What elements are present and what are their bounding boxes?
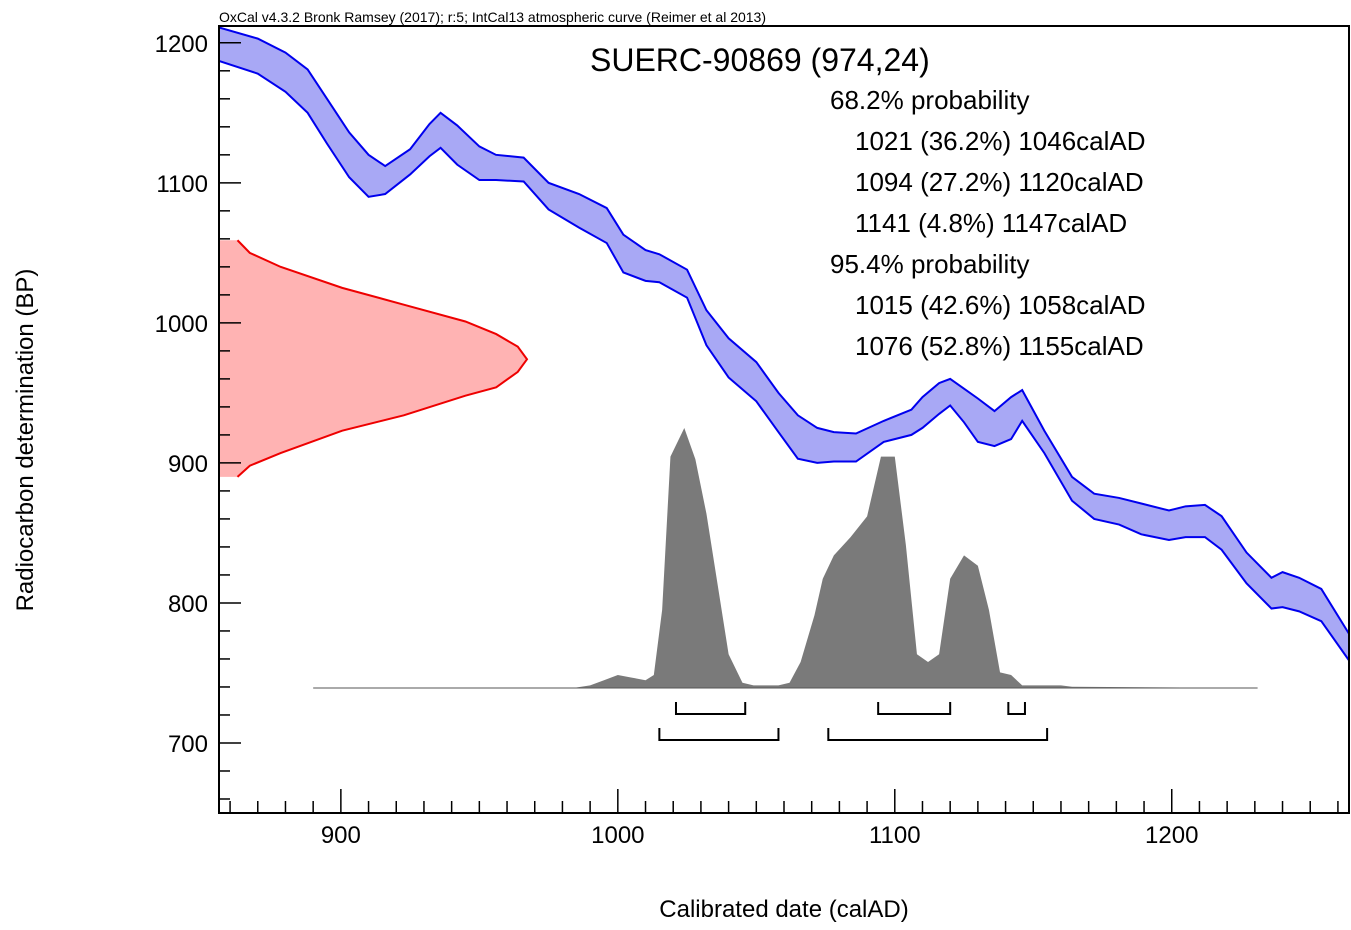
range-68-3: 1141 (4.8%) 1147calAD [855,208,1128,238]
calibration-curve-upper [219,26,1349,635]
calibrated-distribution [313,428,1258,688]
range-68-bracket-1 [674,702,747,715]
range-68-2: 1094 (27.2%) 1120calAD [855,167,1144,197]
range-95-2: 1076 (52.8%) 1155calAD [855,331,1144,361]
prob-68-label: 68.2% probability [830,85,1030,115]
y-axis-title-box: Radiocarbon determination (BP) [6,60,46,820]
calibration-curve-lower [219,60,1349,661]
y-axis-title: Radiocarbon determination (BP) [12,268,39,612]
prob-95-label: 95.4% probability [830,249,1030,279]
sample-title: SUERC-90869 (974,24) [590,42,930,78]
range-95-1: 1015 (42.6%) 1058calAD [855,290,1146,320]
range-68-1: 1021 (36.2%) 1046calAD [855,126,1146,156]
x-tick-label: 1200 [1145,822,1198,849]
y-tick-label: 1000 [155,311,208,338]
range-68-bracket-3 [1007,702,1026,715]
y-tick-label: 700 [168,731,208,758]
y-tick-label: 1200 [155,31,208,58]
x-tick-label: 900 [321,822,361,849]
y-tick-label: 900 [168,451,208,478]
y-tick-label: 1100 [156,171,208,198]
software-header: OxCal v4.3.2 Bronk Ramsey (2017); r:5; I… [219,9,767,25]
range-95-bracket-1 [658,728,780,741]
measurement-distribution-fill [219,240,527,477]
range-95-bracket-2 [827,728,1049,741]
range-68-bracket-2 [877,702,952,715]
x-tick-label: 1000 [591,822,644,849]
x-axis-title: Calibrated date (calAD) [659,896,909,923]
y-tick-label: 800 [168,591,208,618]
measurement-distribution-outline [236,239,529,478]
x-tick-label: 1100 [869,822,921,849]
